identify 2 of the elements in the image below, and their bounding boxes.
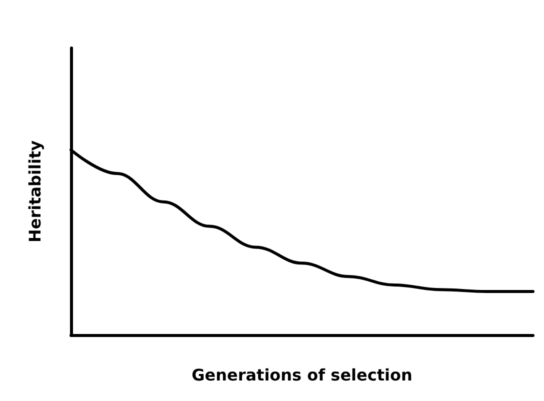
x-axis-title: Generations of selection <box>192 366 412 384</box>
y-axis-title: Heritability <box>26 140 44 243</box>
